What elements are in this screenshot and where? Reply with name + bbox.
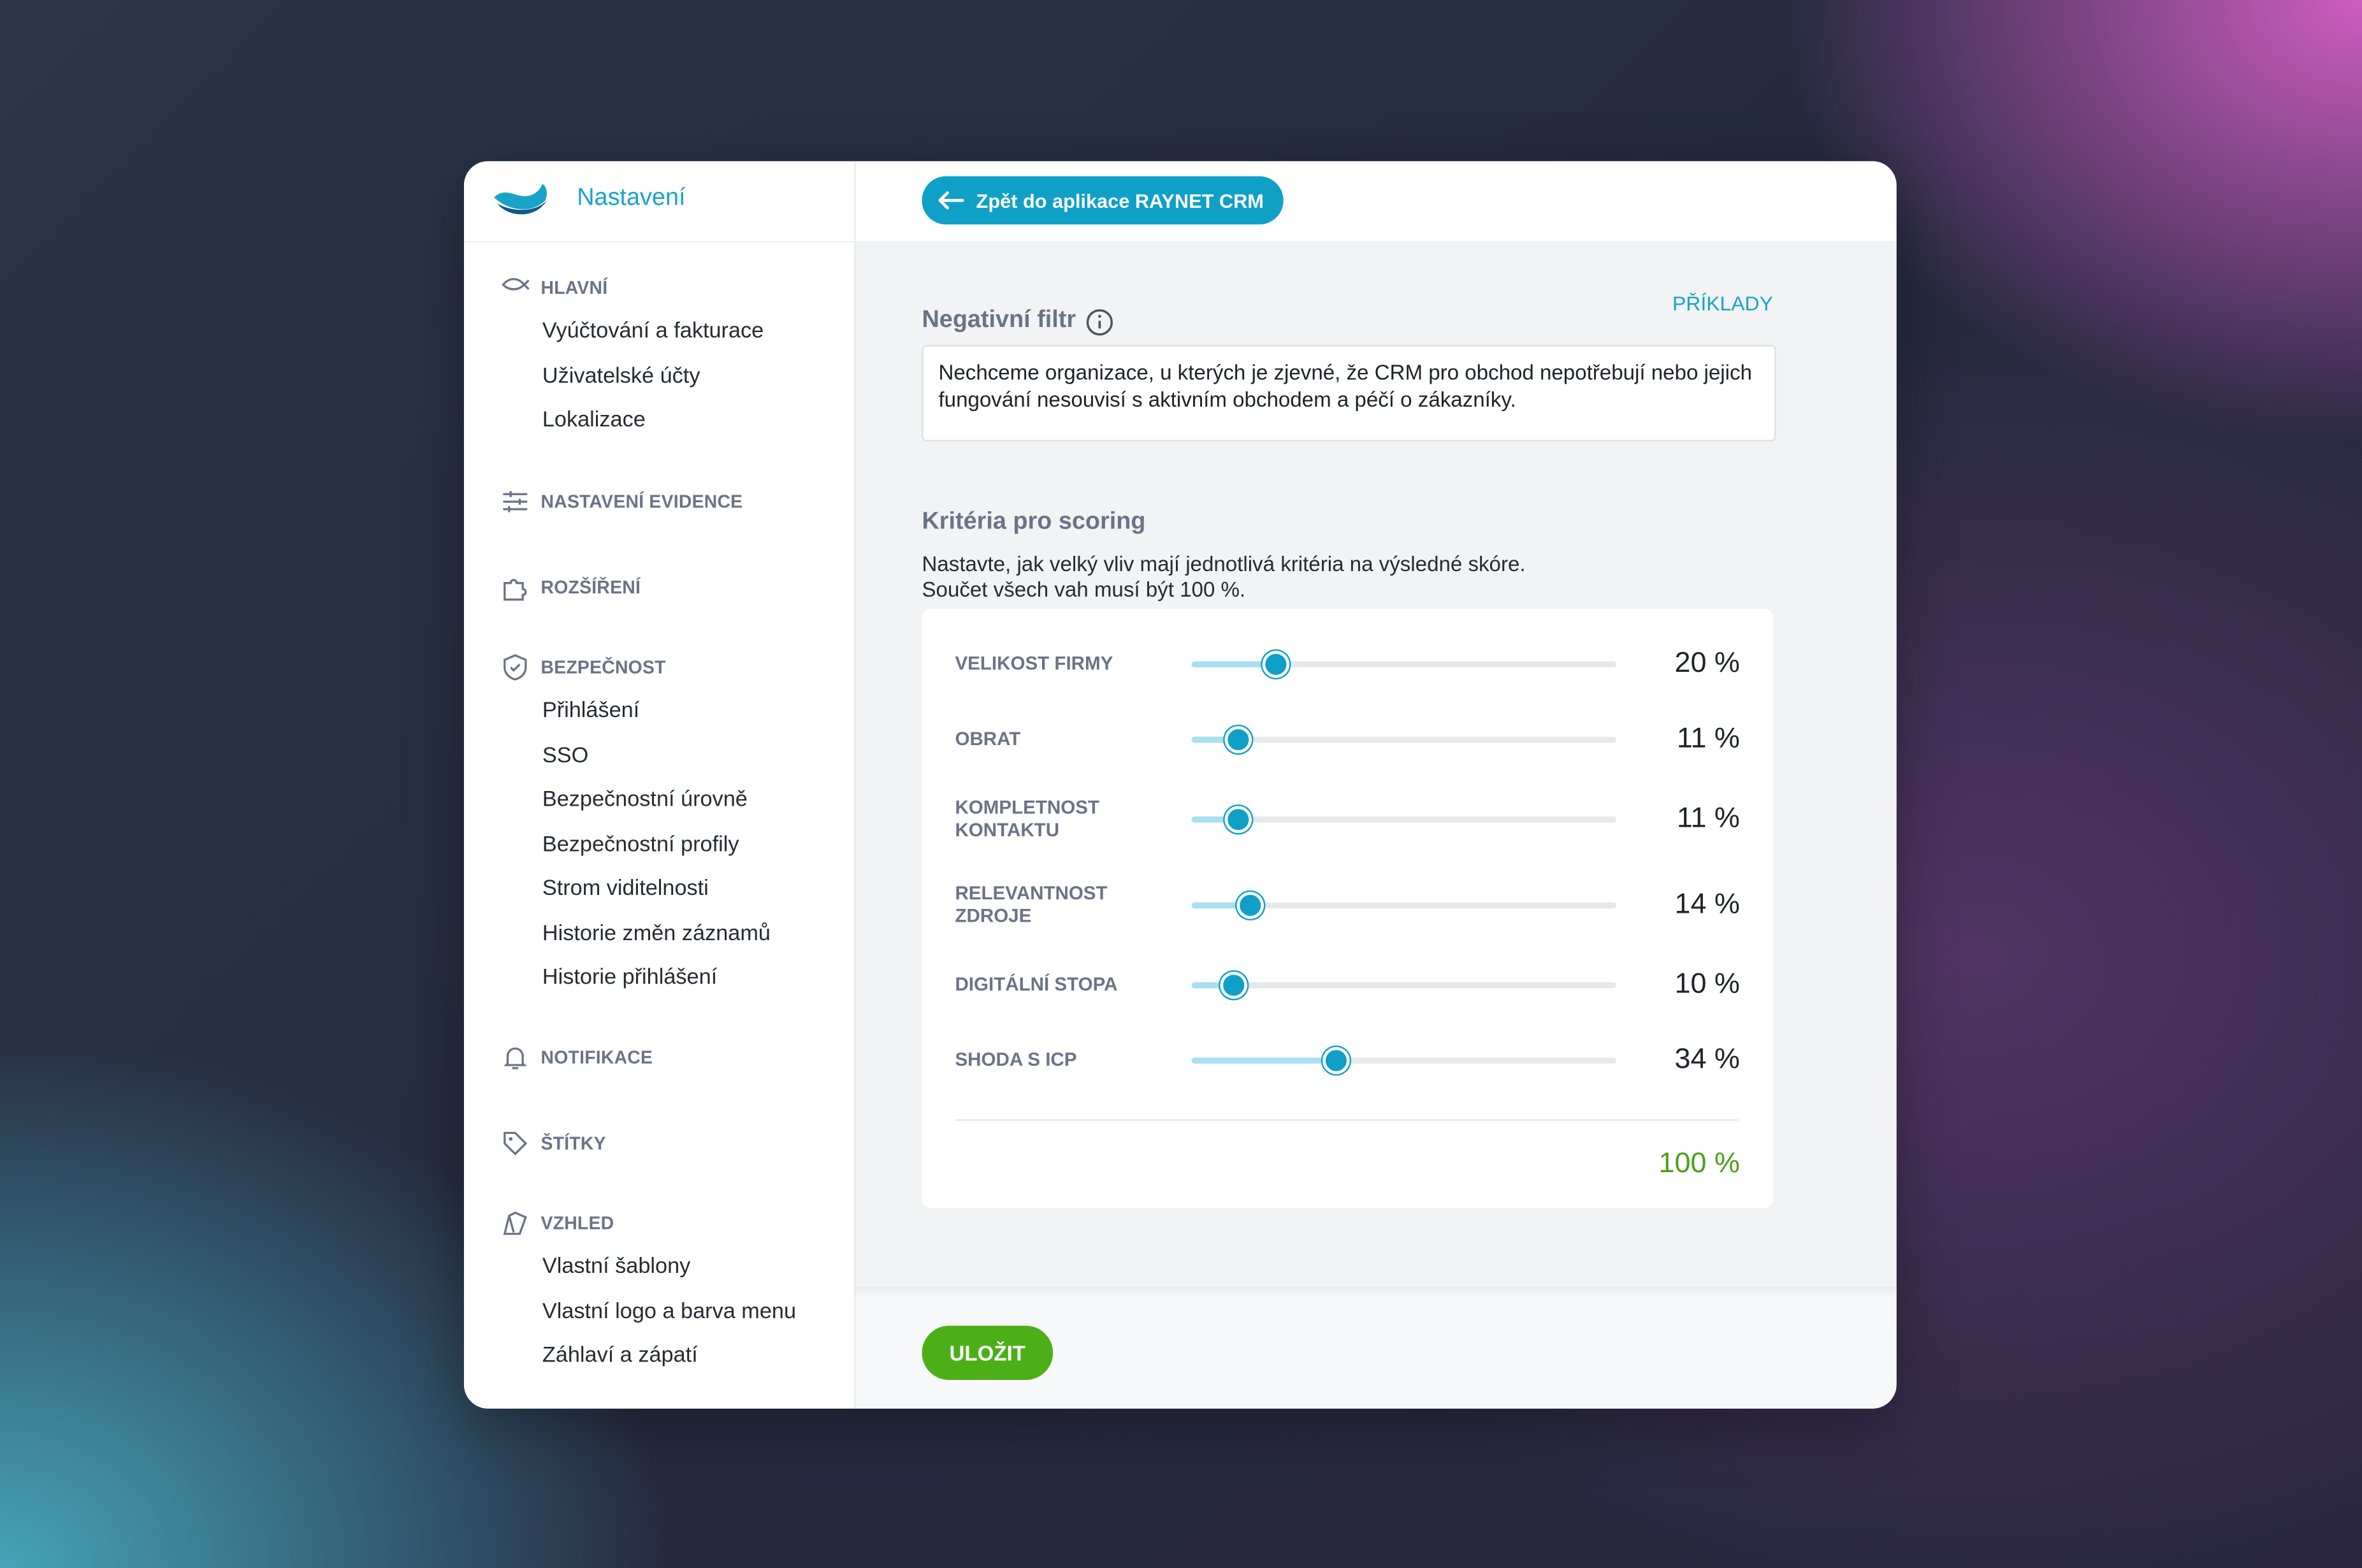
criterion-label: SHODA S ICP xyxy=(955,1049,1077,1071)
slider-fill xyxy=(1191,902,1251,909)
slider-handle[interactable] xyxy=(1263,651,1291,678)
slider-track xyxy=(1191,902,1617,909)
icon xyxy=(504,654,527,681)
criterion-value: 10 % xyxy=(1674,968,1740,1001)
nav-item[interactable]: Vyúčtování a fakturace xyxy=(542,319,764,344)
main-content: Negativní filtr PŘÍKLADY Nechceme organi… xyxy=(855,241,1897,1409)
slider-handle[interactable] xyxy=(1224,806,1252,834)
nav-item[interactable]: Bezpečnostní profily xyxy=(542,832,739,857)
slider-fill xyxy=(1191,661,1277,668)
criterion-value: 14 % xyxy=(1674,889,1740,921)
nav-item[interactable]: Záhlaví a zápatí xyxy=(542,1344,698,1368)
section-title: VZHLED xyxy=(540,1212,614,1234)
icon xyxy=(504,1131,528,1156)
nav-item[interactable]: Vlastní logo a barva menu xyxy=(542,1299,797,1324)
icon xyxy=(503,491,528,512)
examples-link[interactable]: PŘÍKLADY xyxy=(1672,292,1773,315)
back-button-label: Zpět do aplikace RAYNET CRM xyxy=(976,189,1264,212)
slider-handle[interactable] xyxy=(1237,892,1265,919)
nav-item[interactable]: Bezpečnostní úrovně xyxy=(542,788,748,812)
back-arrow xyxy=(938,191,964,210)
section-title: ROZŠÍŘENÍ xyxy=(540,577,641,599)
sidebar: Nastavení HLAVNÍ Vyúčtování a fakturace Už… xyxy=(463,161,856,1409)
slider-track xyxy=(1191,661,1617,668)
slider-handle[interactable] xyxy=(1224,726,1252,753)
section-title: BEZPEČNOST xyxy=(540,657,666,678)
criterion-label: RELEVANTNOST ZDROJE xyxy=(955,883,1108,927)
nav-item[interactable]: Strom viditelnosti xyxy=(542,876,709,901)
criteria-panel: 100 % VELIKOST FIRMY 20 % OBRAT 11 % KOMPLET… xyxy=(922,608,1773,1209)
nav-item[interactable]: Lokalizace xyxy=(542,408,646,433)
nav-item[interactable]: Přihlášení xyxy=(542,699,640,723)
slider-handle[interactable] xyxy=(1322,1047,1350,1075)
criterion-value: 11 % xyxy=(1676,723,1740,755)
criterion-value: 11 % xyxy=(1676,802,1740,835)
scoring-description: Součet všech vah musí být 100 %. xyxy=(922,577,1246,602)
slider-track xyxy=(1191,982,1617,989)
section-icon xyxy=(500,1043,530,1073)
settings-window: Nastavení HLAVNÍ Vyúčtování a fakturace Už… xyxy=(463,161,1897,1409)
icon xyxy=(504,1047,527,1070)
nav-item[interactable]: SSO xyxy=(542,743,589,768)
icon xyxy=(502,278,530,291)
section-icon xyxy=(500,273,530,303)
slider-track xyxy=(1191,736,1617,743)
sidebar-header xyxy=(463,161,855,243)
criterion-value: 34 % xyxy=(1674,1043,1740,1076)
footer: ULOŽIT xyxy=(855,1286,1897,1409)
nav-item[interactable]: Historie změn záznamů xyxy=(542,921,771,946)
scoring-title: Kritéria pro scoring xyxy=(922,509,1146,535)
nav-item[interactable]: Historie přihlášení xyxy=(542,966,718,990)
criterion-label: DIGITÁLNÍ STOPA xyxy=(955,974,1118,996)
back-button[interactable]: Zpět do aplikace RAYNET CRM xyxy=(922,176,1284,225)
slider-track xyxy=(1191,1057,1617,1064)
logo xyxy=(494,184,547,215)
slider-fill xyxy=(1191,982,1235,989)
icon xyxy=(504,579,527,601)
filter-textarea[interactable]: Nechceme organizace, u kterých je zjevné… xyxy=(922,345,1776,442)
section-icon xyxy=(500,652,530,682)
save-button[interactable]: ULOŽIT xyxy=(922,1325,1054,1380)
filter-title: Negativní filtr xyxy=(922,307,1076,333)
section-icon xyxy=(500,572,530,602)
section-title: ŠTÍTKY xyxy=(540,1133,606,1154)
divider xyxy=(955,1119,1739,1121)
app-title: Nastavení xyxy=(577,185,686,211)
nav-item[interactable]: Vlastní šablony xyxy=(542,1254,691,1279)
top-bar: Zpět do aplikace RAYNET CRM xyxy=(855,161,1897,243)
criterion-label: VELIKOST FIRMY xyxy=(955,653,1113,674)
slider-handle[interactable] xyxy=(1220,971,1248,999)
info-icon[interactable] xyxy=(1085,307,1115,337)
slider-fill xyxy=(1191,1057,1337,1064)
icon xyxy=(503,1211,527,1235)
section-icon xyxy=(500,1209,530,1238)
slider-track xyxy=(1191,817,1617,823)
section-icon xyxy=(500,1128,530,1158)
criterion-label: OBRAT xyxy=(955,728,1021,750)
section-title: HLAVNÍ xyxy=(540,277,608,298)
section-title: NOTIFIKACE xyxy=(540,1047,653,1068)
criterion-value: 20 % xyxy=(1674,648,1740,679)
total: 100 % xyxy=(1658,1148,1740,1180)
section-title: NASTAVENÍ EVIDENCE xyxy=(540,491,743,512)
criterion-label: KOMPLETNOST KONTAKTU xyxy=(955,797,1100,841)
slider-fill xyxy=(1191,736,1238,743)
scoring-description: Nastavte, jak velký vliv mají jednotlivá… xyxy=(922,551,1526,576)
section-icon xyxy=(500,486,530,516)
nav-item[interactable]: Uživatelské účty xyxy=(542,363,700,388)
slider-fill xyxy=(1191,817,1238,823)
